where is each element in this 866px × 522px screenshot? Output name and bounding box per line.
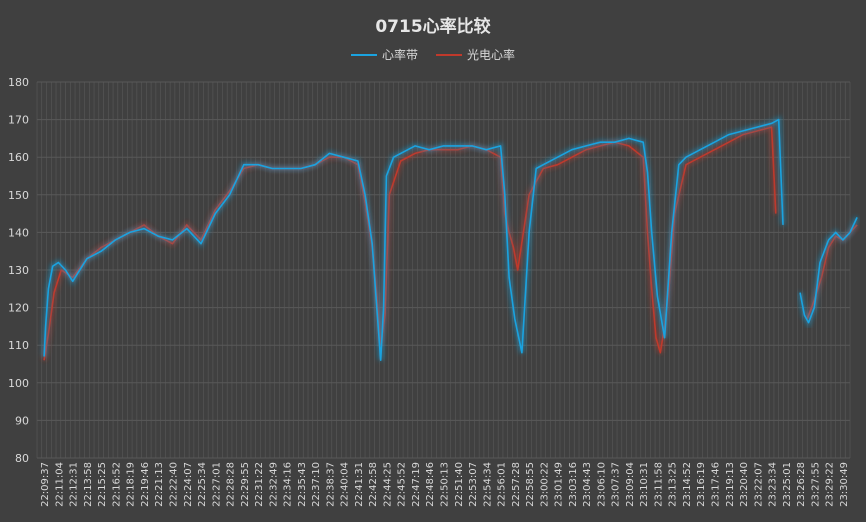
legend-label-series2: 光电心率	[467, 48, 516, 62]
x-tick-label: 23:14:52	[682, 462, 693, 507]
x-tick-label: 23:09:04	[625, 462, 636, 507]
x-tick-label: 23:16:19	[696, 462, 707, 507]
x-tick-label: 22:31:22	[254, 462, 265, 507]
x-tick-label: 23:23:34	[768, 462, 779, 507]
x-tick-label: 22:32:49	[268, 462, 279, 507]
x-tick-label: 22:37:10	[311, 462, 322, 507]
y-tick-label: 140	[8, 226, 29, 239]
legend-label-series1: 心率带	[381, 48, 418, 62]
x-tick-label: 22:53:07	[468, 462, 479, 507]
x-tick-label: 23:10:31	[639, 462, 650, 507]
x-tick-label: 22:27:01	[211, 462, 222, 507]
x-tick-label: 23:13:25	[668, 462, 679, 507]
y-tick-label: 110	[8, 339, 29, 352]
x-tick-label: 22:42:58	[368, 462, 379, 507]
x-tick-label: 22:18:19	[126, 462, 137, 507]
legend-item-series1: 心率带	[350, 46, 418, 63]
x-tick-label: 22:40:04	[340, 462, 351, 507]
x-tick-label: 22:13:58	[83, 462, 94, 507]
y-tick-label: 80	[15, 452, 29, 465]
x-tick-label: 23:27:55	[810, 462, 821, 507]
x-tick-label: 23:19:13	[725, 462, 736, 507]
x-tick-label: 22:22:40	[169, 462, 180, 507]
x-tick-label: 22:45:52	[397, 462, 408, 507]
legend: 心率带 光电心率	[0, 46, 866, 63]
x-tick-label: 22:09:37	[40, 462, 51, 507]
legend-swatch-series1	[350, 53, 377, 56]
x-tick-label: 22:12:31	[69, 462, 80, 507]
x-tick-label: 23:25:01	[782, 462, 793, 507]
x-tick-label: 22:47:19	[411, 462, 422, 507]
x-tick-label: 22:44:25	[382, 462, 393, 507]
x-tick-label: 23:07:37	[611, 462, 622, 507]
y-tick-label: 130	[8, 264, 29, 277]
x-tick-label: 22:51:40	[454, 462, 465, 507]
y-tick-label: 120	[8, 302, 29, 315]
x-tick-label: 22:15:25	[97, 462, 108, 507]
x-tick-label: 23:06:10	[596, 462, 607, 507]
y-tick-label: 150	[8, 189, 29, 202]
chart-title: 0715心率比较	[375, 17, 491, 37]
series-heart-strap-line-0	[43, 118, 784, 361]
x-tick-label: 23:22:07	[753, 462, 764, 507]
y-tick-label: 170	[8, 114, 29, 127]
x-tick-label: 22:19:46	[140, 462, 151, 507]
x-tick-label: 23:00:22	[539, 462, 550, 507]
x-tick-label: 22:38:37	[325, 462, 336, 507]
x-tick-label: 22:25:34	[197, 462, 208, 507]
x-tick-label: 23:04:43	[582, 462, 593, 507]
x-tick-label: 22:28:28	[226, 462, 237, 507]
x-tick-label: 22:11:04	[54, 462, 65, 507]
x-tick-label: 22:57:28	[511, 462, 522, 507]
x-tick-label: 22:24:07	[183, 462, 194, 507]
x-tick-label: 22:54:34	[482, 462, 493, 507]
y-tick-label: 180	[8, 76, 29, 89]
y-tick-label: 100	[8, 377, 29, 390]
y-tick-label: 90	[15, 414, 29, 427]
x-tick-label: 23:03:16	[568, 462, 579, 507]
x-tick-label: 22:50:13	[440, 462, 451, 507]
series-heart-strap-line-2	[799, 217, 858, 324]
x-tick-label: 22:41:31	[354, 462, 365, 507]
x-tick-label: 22:16:52	[111, 462, 122, 507]
x-tick-label: 22:58:55	[525, 462, 536, 507]
x-tick-label: 22:56:01	[497, 462, 508, 507]
x-tick-label: 22:48:46	[425, 462, 436, 507]
x-tick-label: 22:21:13	[154, 462, 165, 507]
x-tick-label: 22:35:43	[297, 462, 308, 507]
x-tick-label: 23:29:22	[825, 462, 836, 507]
x-tick-label: 23:20:40	[739, 462, 750, 507]
legend-item-series2: 光电心率	[436, 46, 515, 63]
x-tick-label: 23:11:58	[653, 462, 664, 507]
x-tick-label: 23:01:49	[554, 462, 565, 507]
x-tick-label: 22:34:16	[283, 462, 294, 507]
x-tick-label: 23:17:46	[711, 462, 722, 507]
y-tick-label: 160	[8, 151, 29, 164]
x-tick-label: 23:30:49	[839, 462, 850, 507]
x-tick-label: 23:26:28	[796, 462, 807, 507]
legend-swatch-series2	[436, 53, 462, 56]
x-tick-label: 22:29:55	[240, 462, 251, 507]
